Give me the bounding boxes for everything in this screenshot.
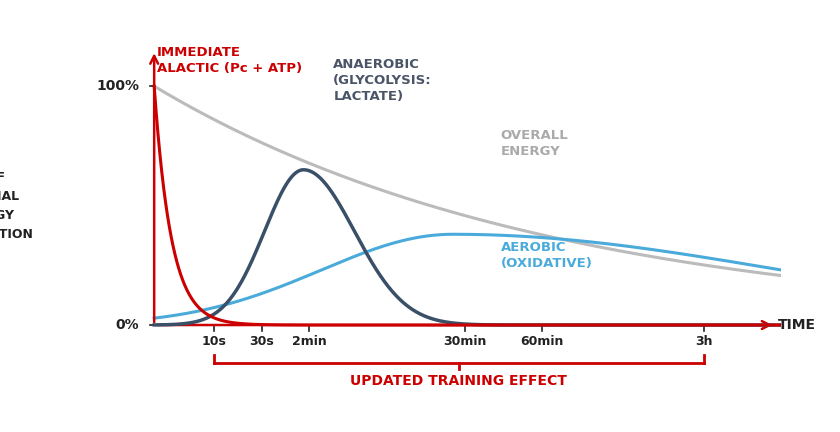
Text: OVERALL
ENERGY: OVERALL ENERGY bbox=[501, 129, 569, 158]
Text: 10s: 10s bbox=[202, 334, 226, 348]
Text: % OF
MAXIMAL
ENERGY
PRODUCTION: % OF MAXIMAL ENERGY PRODUCTION bbox=[0, 171, 34, 241]
Text: 30min: 30min bbox=[443, 334, 486, 348]
Text: AEROBIC
(OXIDATIVE): AEROBIC (OXIDATIVE) bbox=[501, 241, 592, 270]
Text: 60min: 60min bbox=[521, 334, 564, 348]
Text: IMMEDIATE
ALACTIC (Pc + ATP): IMMEDIATE ALACTIC (Pc + ATP) bbox=[157, 46, 302, 75]
Text: 100%: 100% bbox=[97, 79, 139, 93]
Text: UPDATED TRAINING EFFECT: UPDATED TRAINING EFFECT bbox=[350, 374, 567, 388]
Text: 30s: 30s bbox=[249, 334, 274, 348]
Text: TIME: TIME bbox=[778, 318, 816, 332]
Text: ANAEROBIC
(GLYCOLYSIS:
LACTATE): ANAEROBIC (GLYCOLYSIS: LACTATE) bbox=[333, 57, 432, 102]
Text: 2min: 2min bbox=[292, 334, 327, 348]
Text: 0%: 0% bbox=[116, 318, 139, 332]
Text: 3h: 3h bbox=[695, 334, 712, 348]
